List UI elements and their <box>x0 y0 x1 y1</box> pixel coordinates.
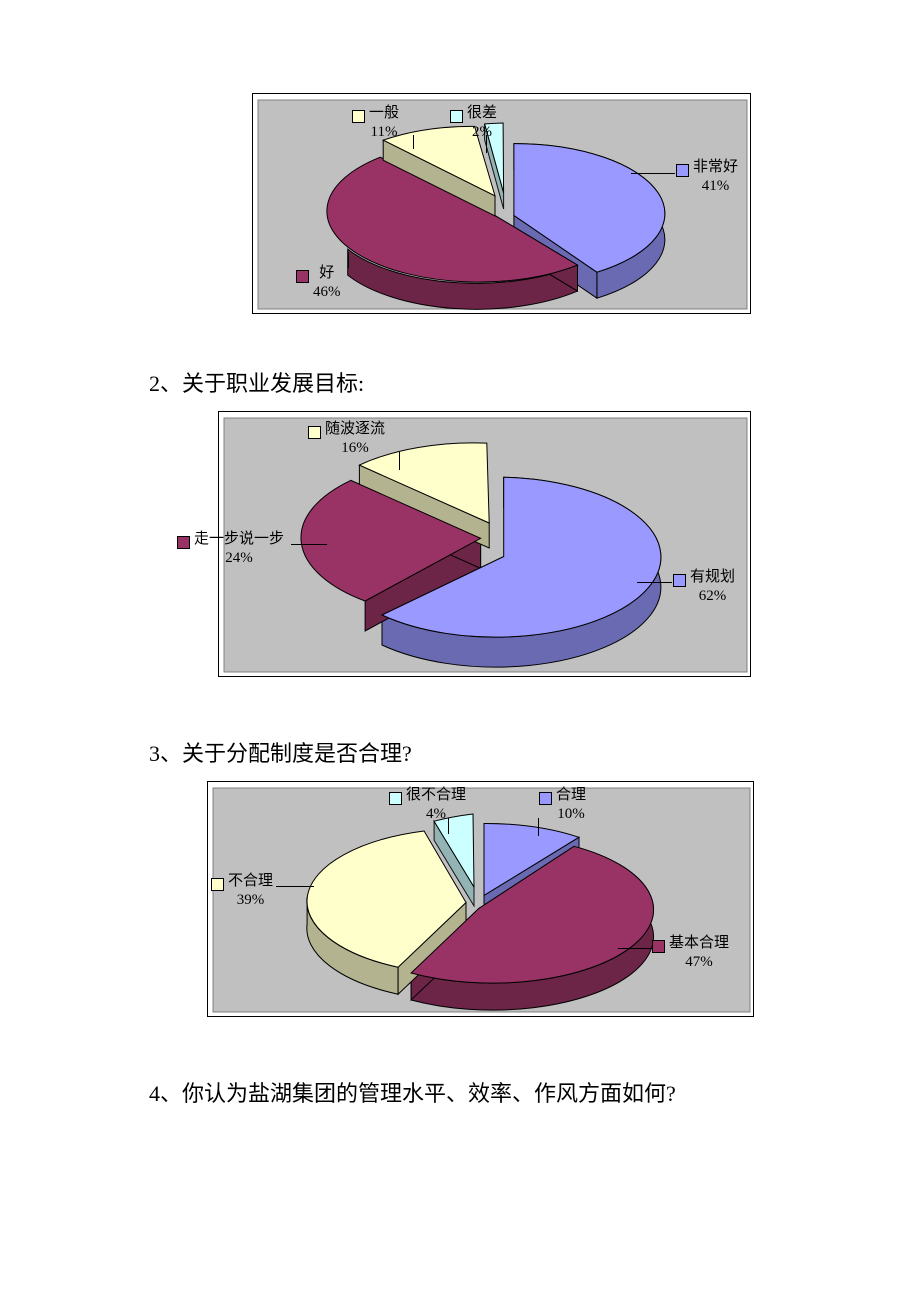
chart-2-pie <box>219 412 752 678</box>
heading-q3: 3、关于分配制度是否合理? <box>149 736 412 768</box>
leader <box>618 948 651 949</box>
chart1-label-very-bad-text: 很差 <box>467 105 497 121</box>
chart3-label-fair: 合理 10% <box>556 786 586 824</box>
chart3-label-unfair-pct: 39% <box>237 892 265 908</box>
chart3-label-mostly-fair: 基本合理 47% <box>669 934 729 972</box>
chart2-label-planned: 有规划 62% <box>690 568 735 606</box>
chart3-label-very-unfair: 很不合理 4% <box>406 786 466 824</box>
leader <box>291 544 327 545</box>
chart1-label-average: 一般 11% <box>369 104 399 142</box>
chart1-label-average-pct: 11% <box>371 124 398 140</box>
heading-q4: 4、你认为盐湖集团的管理水平、效率、作风方面如何? <box>149 1076 676 1108</box>
chart1-label-very-good-text: 非常好 <box>693 159 738 175</box>
chart1-swatch-very-good <box>676 164 689 177</box>
chart3-label-very-unfair-pct: 4% <box>426 806 446 822</box>
chart-1-box: 非常好 41% 好 46% 一般 11% 很差 2% <box>252 93 751 314</box>
leader <box>448 818 449 834</box>
chart1-label-very-good-pct: 41% <box>702 178 730 194</box>
chart2-label-drift-text: 随波逐流 <box>325 421 385 437</box>
chart1-label-good-pct: 46% <box>313 284 341 300</box>
chart1-label-very-bad: 很差 2% <box>467 104 497 142</box>
leader <box>631 173 675 174</box>
chart3-label-mostly-fair-text: 基本合理 <box>669 935 729 951</box>
chart2-label-drift-pct: 16% <box>341 440 369 456</box>
chart-3-box: 合理 10% 基本合理 47% 不合理 39% 很不合理 4% <box>207 781 754 1017</box>
leader <box>637 582 672 583</box>
chart-2-box: 有规划 62% 走一步说一步 24% 随波逐流 16% <box>218 411 751 677</box>
chart1-label-very-good: 非常好 41% <box>693 158 738 196</box>
chart3-label-mostly-fair-pct: 47% <box>685 954 713 970</box>
chart2-swatch-drift <box>308 426 321 439</box>
chart2-swatch-planned <box>673 574 686 587</box>
chart2-label-stepwise-pct: 24% <box>225 550 253 566</box>
chart1-swatch-average <box>352 110 365 123</box>
chart2-label-planned-pct: 62% <box>699 588 727 604</box>
chart3-swatch-unfair <box>211 878 224 891</box>
chart1-label-average-text: 一般 <box>369 105 399 121</box>
chart3-label-unfair: 不合理 39% <box>228 872 273 910</box>
chart2-swatch-stepwise <box>177 536 190 549</box>
leader <box>348 252 349 268</box>
chart3-label-unfair-text: 不合理 <box>228 873 273 889</box>
chart2-label-planned-text: 有规划 <box>690 569 735 585</box>
leader <box>413 135 414 149</box>
chart2-label-stepwise: 走一步说一步 24% <box>194 530 284 568</box>
chart3-swatch-mostly-fair <box>652 940 665 953</box>
document-page: 非常好 41% 好 46% 一般 11% 很差 2% 2、关于职业发展目标: <box>0 0 920 1302</box>
chart1-label-good-text: 好 <box>319 265 334 281</box>
chart1-label-good: 好 46% <box>313 264 341 302</box>
chart3-swatch-very-unfair <box>389 792 402 805</box>
leader <box>486 135 487 153</box>
heading-q2: 2、关于职业发展目标: <box>149 366 364 398</box>
chart1-swatch-very-bad <box>450 110 463 123</box>
chart2-label-drift: 随波逐流 16% <box>325 420 385 458</box>
chart1-label-very-bad-pct: 2% <box>472 124 492 140</box>
chart3-label-very-unfair-text: 很不合理 <box>406 787 466 803</box>
leader <box>399 452 400 470</box>
chart3-swatch-fair <box>539 792 552 805</box>
chart-3-pie <box>208 782 755 1018</box>
chart3-label-fair-pct: 10% <box>557 806 585 822</box>
chart1-swatch-good <box>296 270 309 283</box>
chart3-label-fair-text: 合理 <box>556 787 586 803</box>
chart2-label-stepwise-text: 走一步说一步 <box>194 531 284 547</box>
leader <box>538 818 539 836</box>
leader <box>276 886 314 887</box>
